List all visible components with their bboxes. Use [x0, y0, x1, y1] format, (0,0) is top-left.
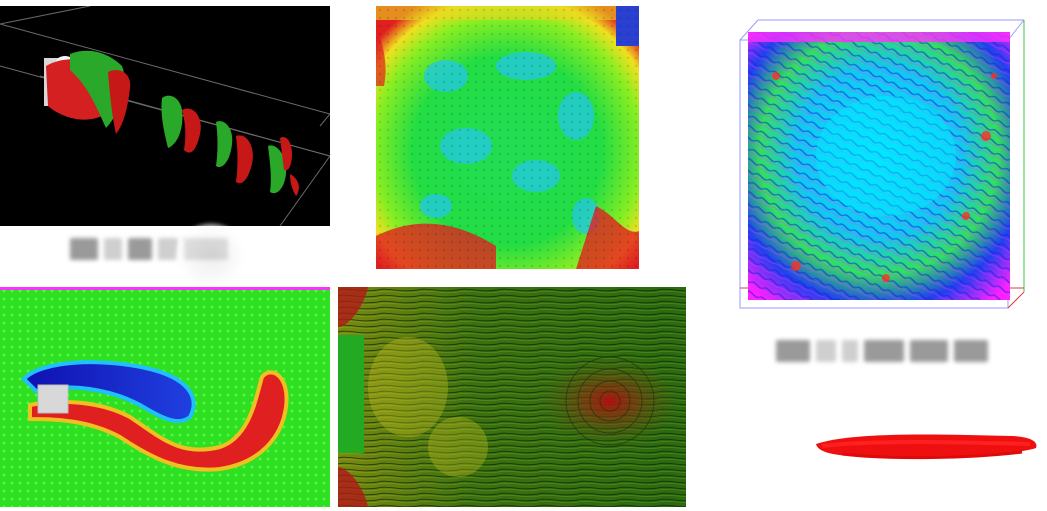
cylinder-wake-image	[0, 287, 330, 507]
turbulence-hotspots	[772, 72, 997, 282]
lic-streamlines-panel	[338, 287, 686, 507]
vortex-tubes	[46, 50, 299, 196]
lic-obstacle	[338, 335, 364, 453]
vortex-3d-panel	[0, 6, 330, 226]
caption-vortex-3d-glow	[176, 224, 246, 290]
cylinder-wake-panel	[0, 287, 330, 507]
cavity-flow-panel	[376, 6, 639, 269]
cavity-flow-image	[376, 6, 639, 269]
caption-turbulence-cube	[776, 340, 988, 362]
lic-vortex-rings	[565, 356, 655, 446]
cylinder-square	[37, 384, 69, 414]
turbulence-cube-panel	[736, 16, 1028, 312]
lic-streamlines-image	[338, 287, 686, 507]
red-scribble	[812, 428, 1042, 464]
vortex-3d-image	[0, 6, 330, 226]
lic-wake-highlights	[368, 337, 488, 477]
turbulence-cube-image	[739, 19, 1025, 309]
